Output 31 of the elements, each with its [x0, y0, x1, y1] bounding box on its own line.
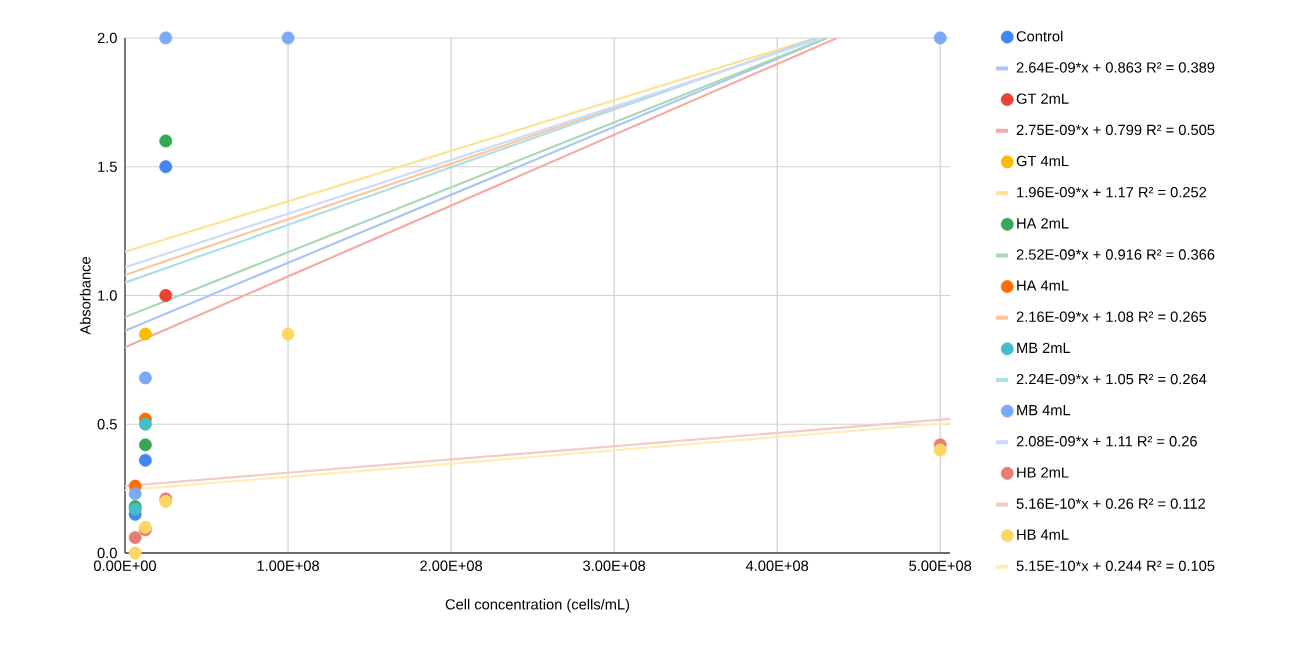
legend-label: 1.96E-09*x + 1.17 R² = 0.252 — [1017, 187, 1207, 198]
x-tick-label: 5.00E+08 — [909, 560, 972, 571]
y-tick-label: 1.0 — [98, 290, 117, 301]
legend-label: HA 4mL — [1017, 280, 1069, 291]
x-tick-label: 0.00E+00 — [93, 560, 157, 571]
legend-label: 2.64E-09*x + 0.863 R² = 0.389 — [1016, 62, 1215, 73]
x-tick-label: 2.00E+08 — [420, 560, 483, 571]
y-tick-label: 0.0 — [97, 547, 117, 559]
x-tick-label: 1.00E+08 — [257, 560, 319, 571]
legend-label: MB 4mL — [1017, 405, 1071, 416]
y-tick-label: 0.5 — [97, 419, 117, 430]
y-axis-title: Absorbance — [79, 257, 91, 335]
x-axis-title: Cell concentration (cells/mL) — [445, 598, 630, 613]
legend-label: Control — [1016, 30, 1063, 42]
legend-label: 5.16E-10*x + 0.26 R² = 0.112 — [1016, 498, 1206, 509]
legend-label: 2.16E-09*x + 1.08 R² = 0.265 — [1016, 311, 1207, 322]
x-tick-label: 3.00E+08 — [583, 560, 646, 571]
y-tick-label: 1.5 — [98, 161, 117, 172]
legend-label: GT 2mL — [1016, 93, 1069, 104]
legend-label: HA 2mL — [1017, 218, 1069, 229]
legend-label: HB 2mL — [1017, 467, 1069, 478]
legend-label: 2.75E-09*x + 0.799 R² = 0.505 — [1016, 124, 1215, 136]
legend-label: HB 4mL — [1017, 529, 1069, 540]
y-tick-label: 2.0 — [97, 32, 117, 44]
legend-label: 2.08E-09*x + 1.11 R² = 0.26 — [1016, 436, 1197, 447]
x-tick-label: 4.00E+08 — [745, 560, 809, 571]
legend-label: GT 4mL — [1016, 155, 1069, 167]
legend-label: 2.24E-09*x + 1.05 R² = 0.264 — [1016, 373, 1207, 385]
legend-label: 2.52E-09*x + 0.916 R² = 0.366 — [1016, 249, 1215, 260]
legend-label: 5.15E-10*x + 0.244 R² = 0.105 — [1016, 560, 1215, 572]
legend-label: MB 2mL — [1017, 342, 1071, 353]
